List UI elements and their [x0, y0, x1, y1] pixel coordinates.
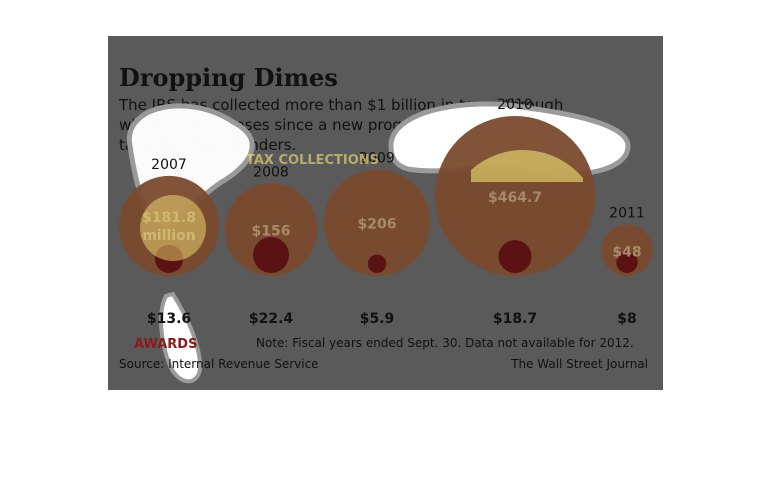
- chart-note: Note: Fiscal years ended Sept. 30. Data …: [256, 336, 634, 350]
- chart-panel: Dropping Dimes The IRS has collected mor…: [108, 36, 663, 390]
- chart-title: Dropping Dimes: [119, 63, 338, 92]
- collections-value-label: $181.8 million: [142, 210, 196, 244]
- awards-value-label: $18.7: [493, 311, 537, 327]
- collections-value-line: million: [142, 228, 195, 244]
- awards-bubble: [154, 244, 184, 273]
- year-label: 2008: [253, 164, 289, 180]
- publisher-credit: The Wall Street Journal: [510, 357, 648, 371]
- awards-bubble: [616, 251, 638, 273]
- source-credit: Source: Internal Revenue Service: [119, 357, 319, 371]
- collections-value-line: $206: [358, 217, 397, 233]
- awards-value-label: $22.4: [249, 311, 294, 327]
- collections-bubble: [435, 116, 595, 276]
- plot-area: 2007 $181.8 million $13.6 2008 $156 $22.4 2009 $…: [118, 97, 653, 327]
- collections-value-label: $206: [358, 217, 397, 233]
- awards-value-label: $5.9: [360, 311, 395, 327]
- year-label: 2007: [151, 157, 187, 173]
- collections-value-label: $156: [252, 224, 291, 240]
- collections-bubble: [118, 175, 220, 276]
- collections-value-line: $464.7: [488, 190, 542, 206]
- year-label: 2009: [359, 150, 395, 166]
- yellow-highlight-2007: [140, 195, 206, 261]
- white-highlight-drip: [159, 291, 203, 384]
- collections-value-line: $48: [612, 244, 641, 260]
- awards-value-label: $8: [617, 311, 636, 327]
- collections-bubble: [224, 183, 318, 276]
- bubble-chart: Dropping Dimes The IRS has collected mor…: [118, 63, 653, 384]
- awards-bubble: [253, 237, 289, 273]
- awards-bubble: [367, 254, 387, 273]
- awards-value-label: $13.6: [147, 311, 191, 327]
- yellow-highlight-2010: [471, 150, 583, 182]
- awards-bubble: [498, 240, 532, 273]
- legend-awards: AWARDS: [134, 337, 197, 352]
- collections-value-label: $464.7: [488, 190, 542, 206]
- year-label: 2011: [609, 206, 645, 222]
- collections-value-label: $48: [612, 244, 641, 260]
- legend-collections: TAX COLLECTIONS: [246, 153, 379, 168]
- collections-value-line: $156: [252, 224, 291, 240]
- collections-bubble: [601, 224, 653, 276]
- collections-value-line: $181.8: [142, 210, 196, 226]
- collections-bubble: [323, 169, 431, 276]
- year-label: 2010: [497, 97, 533, 113]
